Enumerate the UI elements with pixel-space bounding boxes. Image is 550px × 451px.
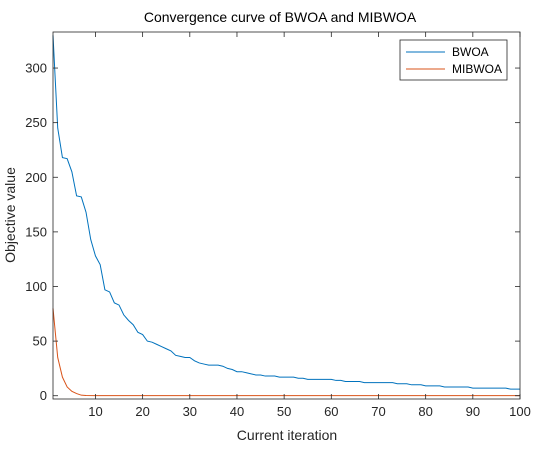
- series-layer: [52, 35, 520, 397]
- x-tick-label: 20: [135, 404, 149, 419]
- y-tick-label: 150: [25, 224, 47, 239]
- x-tick-label: 90: [466, 404, 480, 419]
- x-tick-label: 30: [183, 404, 197, 419]
- axes-layer: 10 20 30 40 50 60 70 80 90 100 0 50 100 150 200 250 300: [25, 31, 531, 419]
- y-tick-label: 200: [25, 170, 47, 185]
- chart-title: Convergence curve of BWOA and MIBWOA: [144, 9, 417, 25]
- y-tick-label: 0: [40, 388, 47, 403]
- plot-frame: [52, 31, 521, 400]
- legend-box: [399, 39, 508, 81]
- y-tick-label: 250: [25, 115, 47, 130]
- x-tick-label: 40: [230, 404, 244, 419]
- series-line-mibwoa: [52, 308, 520, 397]
- y-tick-label: 100: [25, 279, 47, 294]
- y-axis-title: Objective value: [2, 167, 18, 263]
- x-tick-label: 70: [371, 404, 385, 419]
- x-tick-label: 10: [88, 404, 102, 419]
- x-tick-label: 80: [418, 404, 432, 419]
- plot-area: [53, 32, 520, 399]
- x-axis-title: Current iteration: [237, 427, 337, 443]
- x-tick-label: 60: [324, 404, 338, 419]
- x-tick-label: 50: [277, 404, 291, 419]
- series-line-bwoa: [52, 35, 520, 390]
- legend-label-mibwoa: MIBWOA: [452, 62, 502, 76]
- y-tick-label: 300: [25, 61, 47, 76]
- x-tick-label: 100: [509, 404, 531, 419]
- y-tick-label: 50: [33, 334, 47, 349]
- legend-label-bwoa: BWOA: [452, 45, 489, 59]
- legend: BWOA MIBWOA: [399, 39, 508, 81]
